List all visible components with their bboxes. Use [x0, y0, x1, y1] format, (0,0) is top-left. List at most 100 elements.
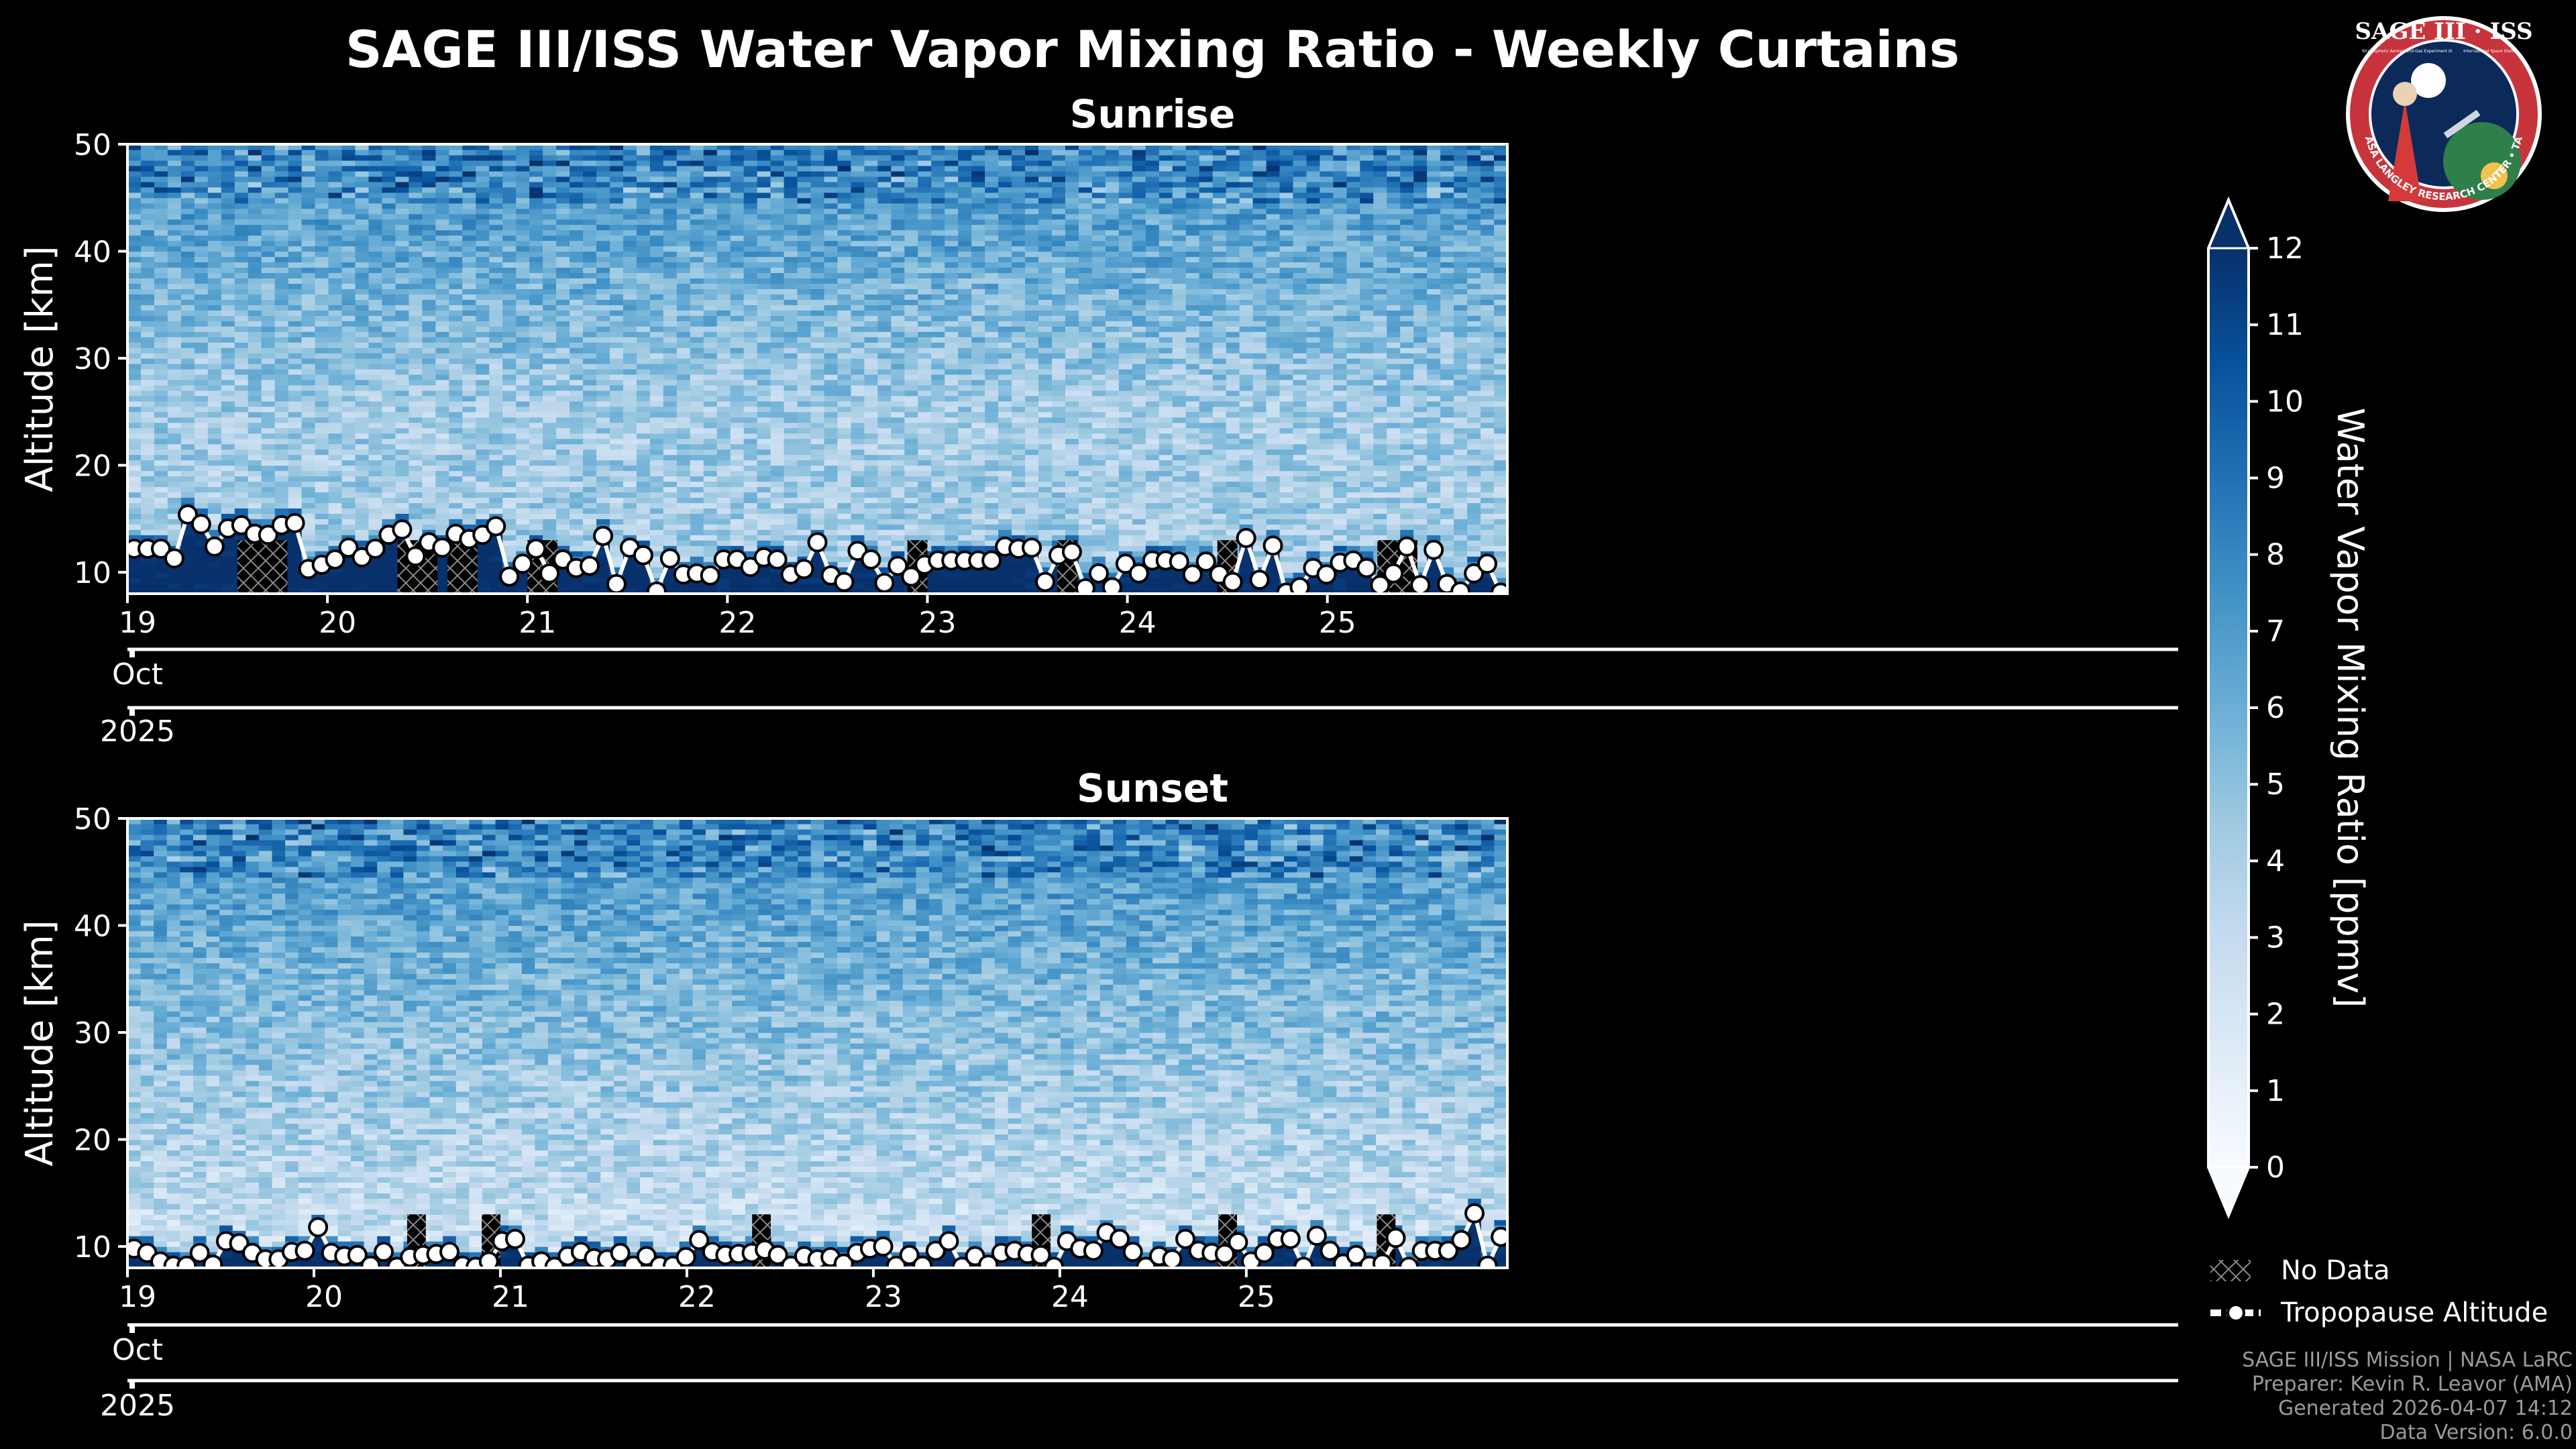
heatmap-cell — [207, 262, 222, 268]
heatmap-cell — [757, 149, 771, 156]
heatmap-cell — [502, 460, 517, 466]
heatmap-cell — [261, 165, 276, 172]
heatmap-cell — [382, 347, 396, 354]
heatmap-cell — [288, 379, 303, 386]
heatmap-cell — [824, 219, 839, 225]
heatmap-cell — [636, 154, 651, 161]
heatmap-cell — [716, 251, 731, 258]
heatmap-cell — [556, 470, 570, 477]
heatmap-cell — [261, 321, 276, 327]
heatmap-cell — [502, 310, 517, 316]
heatmap-cell — [649, 144, 664, 150]
heatmap-cell — [904, 186, 918, 193]
heatmap-cell — [502, 278, 517, 284]
iss-icon — [2443, 109, 2481, 139]
heatmap-cell — [649, 315, 664, 321]
heatmap-cell — [770, 299, 785, 305]
heatmap-cell — [476, 369, 490, 375]
heatmap-cell — [891, 443, 905, 450]
heatmap-cell — [757, 567, 771, 573]
heatmap-cell — [877, 551, 892, 557]
heatmap-cell — [757, 192, 771, 199]
heatmap-cell — [837, 337, 852, 343]
heatmap-cell — [784, 342, 798, 348]
heatmap-cell — [502, 144, 517, 150]
heatmap-cell — [636, 572, 651, 578]
heatmap-cell — [274, 492, 289, 498]
heatmap-cell — [516, 278, 530, 284]
heatmap-cell — [516, 267, 530, 274]
heatmap-cell — [810, 572, 825, 578]
heatmap-cell — [462, 224, 476, 231]
heatmap-cell — [623, 513, 637, 519]
heatmap-cell — [462, 369, 476, 375]
heatmap-cell — [449, 358, 463, 364]
heatmap-cell — [690, 219, 704, 225]
heatmap-cell — [703, 213, 718, 220]
heatmap-cell — [583, 524, 597, 530]
heatmap-cell — [810, 497, 825, 504]
heatmap-cell — [502, 369, 517, 375]
heatmap-cell — [462, 438, 476, 445]
heatmap-cell — [422, 160, 436, 166]
heatmap-cell — [583, 337, 597, 343]
heatmap-cell — [784, 486, 798, 493]
heatmap-cell — [449, 353, 463, 359]
heatmap-cell — [194, 540, 209, 546]
heatmap-cell — [810, 347, 825, 354]
heatmap-cell — [234, 181, 249, 188]
heatmap-cell — [489, 160, 503, 166]
heatmap-cell — [288, 213, 303, 220]
heatmap-cell — [395, 353, 409, 359]
heatmap-cell — [368, 561, 383, 568]
heatmap-cell — [167, 186, 182, 193]
heatmap-cell — [891, 342, 905, 348]
heatmap-cell — [502, 508, 517, 514]
heatmap-cell — [301, 267, 316, 274]
heatmap-cell — [824, 395, 839, 402]
heatmap-cell — [851, 235, 865, 241]
heatmap-cell — [583, 283, 597, 289]
heatmap-cell — [570, 342, 584, 348]
heatmap-cell — [248, 374, 262, 380]
heatmap-cell — [274, 379, 289, 386]
heatmap-cell — [824, 476, 839, 482]
heatmap-cell — [301, 486, 316, 493]
heatmap-cell — [288, 545, 303, 551]
heatmap-cell — [797, 251, 812, 258]
heatmap-cell — [355, 208, 370, 215]
heatmap-cell — [409, 267, 423, 274]
heatmap-cell — [476, 519, 490, 525]
heatmap-cell — [543, 454, 557, 461]
heatmap-cell — [328, 395, 343, 402]
heatmap-cell — [837, 165, 852, 172]
heatmap-cell — [596, 578, 610, 584]
heatmap-cell — [609, 342, 624, 348]
heatmap-cell — [435, 497, 449, 504]
heatmap-cell — [770, 364, 785, 370]
heatmap-cell — [770, 427, 785, 434]
heatmap-cell — [716, 470, 731, 477]
heatmap-cell — [797, 578, 812, 584]
heatmap-cell — [596, 364, 610, 370]
heatmap-cell — [395, 395, 409, 402]
heatmap-cell — [676, 315, 691, 321]
heatmap-cell — [743, 513, 758, 519]
heatmap-cell — [663, 251, 678, 258]
heatmap-cell — [194, 395, 209, 402]
heatmap-cell — [810, 443, 825, 450]
heatmap-cell — [743, 545, 758, 551]
heatmap-cell — [301, 208, 316, 215]
heatmap-cell — [663, 278, 678, 284]
heatmap-cell — [207, 203, 222, 209]
heatmap-cell — [127, 203, 142, 209]
heatmap-cell — [476, 186, 490, 193]
heatmap-cell — [770, 149, 785, 156]
heatmap-cell — [248, 502, 262, 508]
heatmap-cell — [904, 433, 918, 439]
heatmap-cell — [824, 529, 839, 535]
heatmap-cell — [757, 337, 771, 343]
heatmap-cell — [583, 588, 597, 594]
heatmap-cell — [636, 310, 651, 316]
heatmap-cell — [355, 524, 370, 530]
